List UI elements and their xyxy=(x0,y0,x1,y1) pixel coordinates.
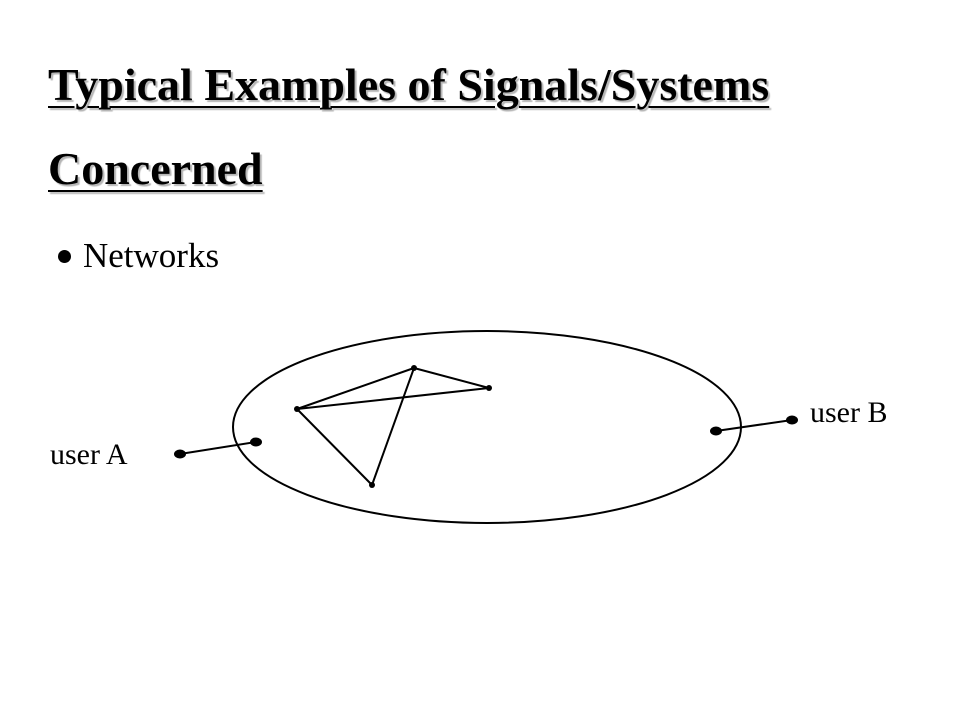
network-node xyxy=(411,365,417,371)
network-link xyxy=(296,367,415,410)
slide-title-line-2: Concerned xyxy=(48,143,263,194)
user-a-access-node xyxy=(250,437,262,447)
bullet-item-networks: Networks xyxy=(58,236,219,276)
slide-title-line-1: Typical Examples of Signals/Systems xyxy=(48,59,770,110)
user-a-link xyxy=(179,441,257,455)
network-link xyxy=(296,387,490,410)
network-link xyxy=(296,408,373,486)
bullet-dot-icon xyxy=(58,250,71,264)
user-a-terminal xyxy=(174,449,186,459)
bullet-text: Networks xyxy=(83,236,220,275)
network-node xyxy=(486,385,492,391)
network-link xyxy=(371,367,415,486)
user-b-link xyxy=(715,419,793,432)
network-link xyxy=(413,367,490,389)
network-cloud xyxy=(232,330,742,524)
user-b-access-node xyxy=(710,426,722,436)
user-a-label: user A xyxy=(50,438,128,471)
network-node xyxy=(294,406,300,412)
network-node xyxy=(369,482,375,488)
user-b-label: user B xyxy=(810,396,888,429)
user-b-terminal xyxy=(786,415,798,425)
